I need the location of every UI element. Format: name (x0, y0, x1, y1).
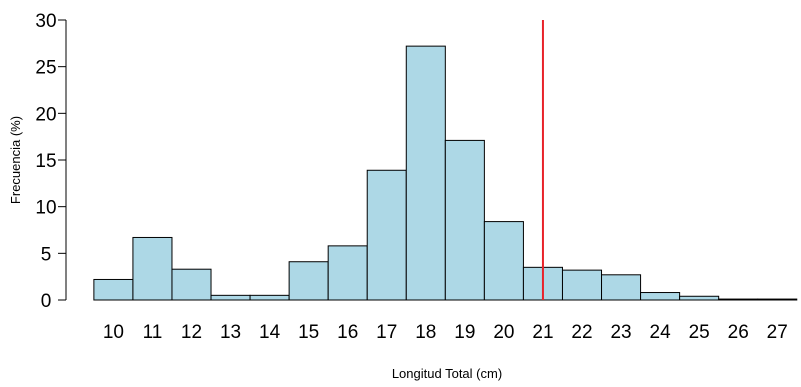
y-tick-label: 25 (35, 58, 56, 79)
x-tick-label: 18 (415, 322, 436, 343)
x-tick-label: 25 (689, 322, 710, 343)
histogram-bar (718, 298, 759, 301)
y-tick-label: 20 (35, 104, 56, 125)
y-axis-title: Frecuencia (%) (8, 116, 23, 204)
x-tick-label: 20 (493, 322, 514, 343)
histogram-bar (288, 261, 329, 301)
y-tick-label: 15 (35, 151, 56, 172)
histogram-bar (640, 292, 681, 301)
x-tick-label: 17 (376, 322, 397, 343)
histogram-bar (601, 274, 642, 301)
y-tick-label: 30 (35, 11, 56, 32)
x-tick-label: 23 (610, 322, 631, 343)
histogram-bar (171, 268, 212, 301)
histogram-bar (483, 221, 524, 301)
x-tick-label: 10 (103, 322, 124, 343)
histogram-bar (327, 245, 368, 301)
x-tick-label: 27 (767, 322, 788, 343)
histogram-bar (757, 298, 798, 301)
x-tick-label: 16 (337, 322, 358, 343)
histogram-bar (405, 45, 446, 301)
histogram-bar (561, 269, 603, 301)
x-tick-label: 19 (454, 322, 475, 343)
x-tick-label: 13 (220, 322, 241, 343)
histogram-bar (249, 294, 290, 301)
x-tick-label: 26 (728, 322, 749, 343)
y-tick-label: 5 (41, 244, 52, 265)
histogram-bar (366, 169, 407, 301)
x-tick-label: 11 (143, 322, 163, 343)
x-tick-label: 14 (259, 322, 281, 343)
y-tick-label: 10 (35, 198, 56, 219)
x-axis: 10 11 12 13 14 15 16 17 18 19 20 21 22 23 24 25 26 27 (103, 322, 788, 343)
histogram-bar (679, 295, 720, 301)
x-tick-label: 21 (532, 322, 553, 343)
x-tick-label: 15 (298, 322, 319, 343)
bars-group (93, 45, 798, 301)
x-axis-title: Longitud Total (cm) (392, 366, 502, 381)
histogram-bar (93, 278, 134, 301)
y-axis: 0 5 10 15 20 25 30 (35, 11, 67, 312)
histogram-bar (132, 236, 173, 301)
x-tick-label: 24 (650, 322, 672, 343)
histogram-bar (210, 294, 251, 301)
y-tick-label: 0 (41, 291, 52, 312)
x-tick-label: 22 (571, 322, 592, 343)
x-tick-label: 12 (181, 322, 202, 343)
histogram-bar (444, 139, 485, 301)
